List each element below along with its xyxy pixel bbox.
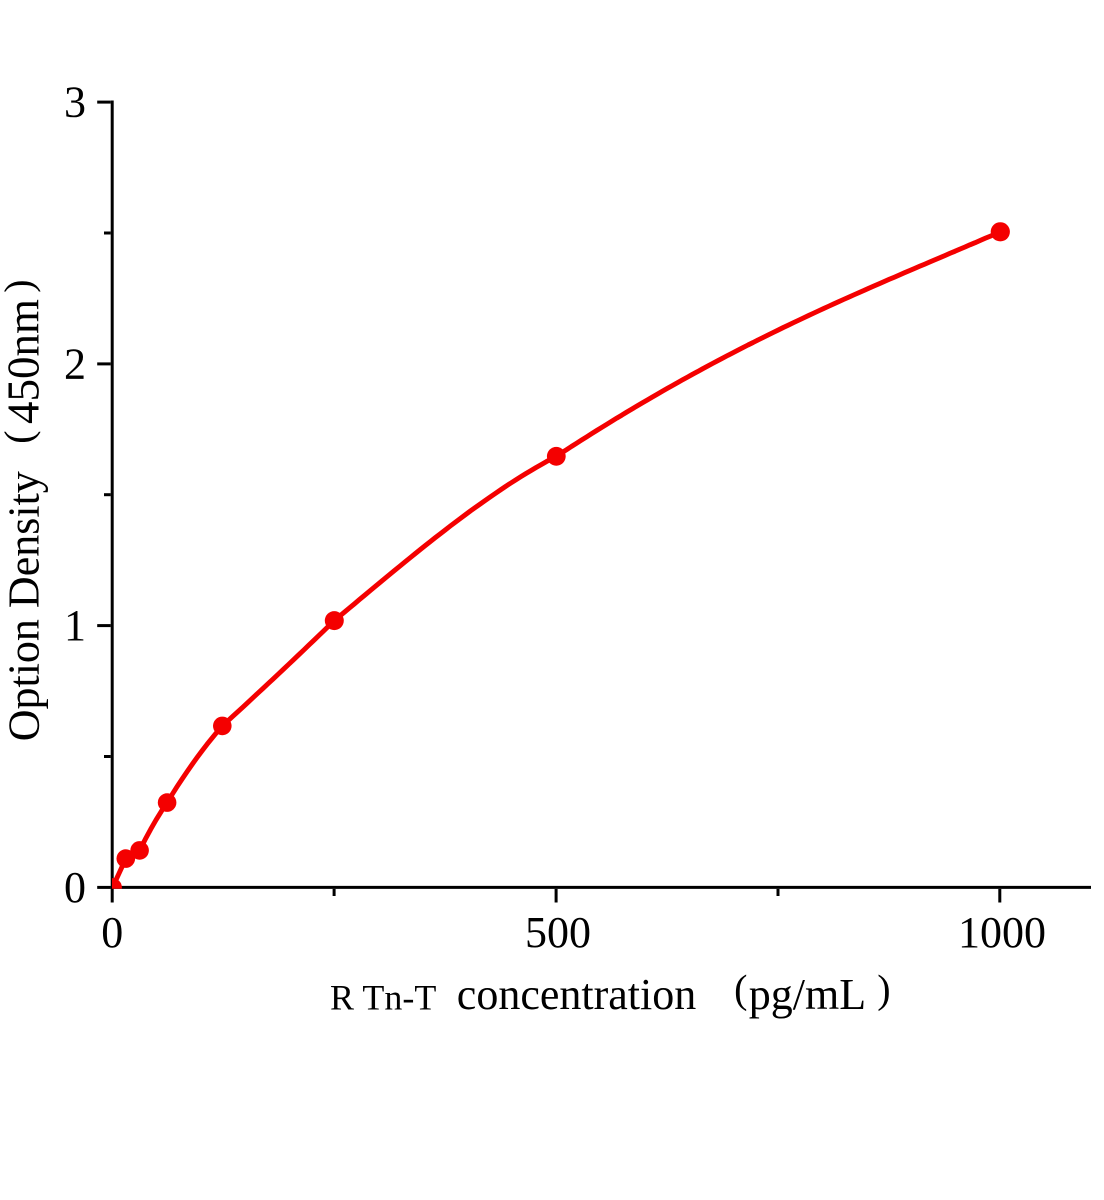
svg-text:1000: 1000 [958,908,1046,957]
svg-text:): ) [0,279,41,292]
svg-text:): ) [877,967,890,1012]
svg-text:(: ( [0,430,41,443]
svg-text:R Tn-T: R Tn-T [330,978,436,1018]
svg-text:0: 0 [101,908,123,957]
svg-text:450nm: 450nm [0,299,49,424]
svg-text:Option Density: Option Density [0,471,49,741]
svg-text:pg/mL: pg/mL [749,970,866,1019]
svg-text:3: 3 [64,78,86,127]
svg-text:500: 500 [525,908,591,957]
svg-text:1: 1 [64,601,86,650]
svg-text:2: 2 [64,339,86,388]
svg-text:concentration: concentration [457,970,696,1019]
svg-text:0: 0 [64,863,86,912]
svg-text:(: ( [734,967,747,1012]
